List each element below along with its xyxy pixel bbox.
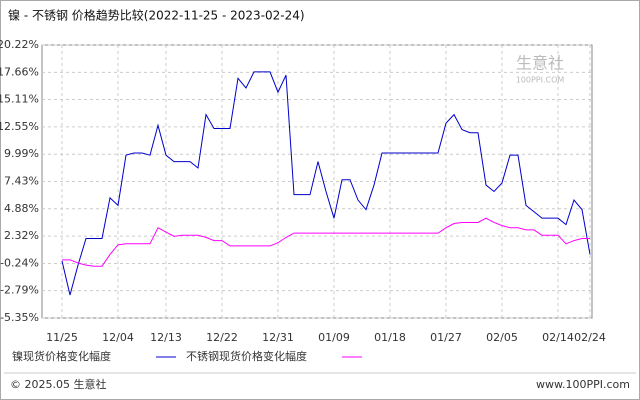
watermark: 生意社 xyxy=(516,54,564,73)
y-tick-label: 12.55% xyxy=(0,120,39,133)
series-line xyxy=(61,71,591,296)
y-tick-label: 2.32% xyxy=(4,229,39,242)
x-tick-label: 02/05 xyxy=(486,331,518,344)
y-tick-label: -2.79% xyxy=(0,284,39,297)
x-tick-label: 01/27 xyxy=(430,331,462,344)
x-tick-label: 01/18 xyxy=(374,331,406,344)
series-line xyxy=(62,217,590,267)
y-tick-label: 17.66% xyxy=(0,65,39,78)
y-tick-label: 7.43% xyxy=(4,175,39,188)
x-tick-label: 12/13 xyxy=(150,331,182,344)
chart-title: 镍 - 不锈钢 价格趋势比较(2022-11-25 - 2023-02-24) xyxy=(8,8,305,23)
x-tick-label: 12/04 xyxy=(102,331,134,344)
legend: 镍现货价格变化幅度 不锈钢现货价格变化幅度 xyxy=(12,349,362,363)
watermark-sub: 100PPI.COM xyxy=(516,76,565,85)
x-tick-label: 02/14 xyxy=(542,331,574,344)
y-tick-label: 15.11% xyxy=(0,93,39,106)
plot-area xyxy=(41,44,593,319)
x-tick-label: 02/24 xyxy=(574,331,606,344)
footer-right: www.100PPI.com xyxy=(536,378,630,391)
y-tick-label: 9.99% xyxy=(4,147,39,160)
y-tick-label: -5.35% xyxy=(0,311,39,324)
x-tick-label: 12/31 xyxy=(262,331,294,344)
legend-label: 不锈钢现货价格变化幅度 xyxy=(186,349,307,363)
x-tick-label: 11/25 xyxy=(46,331,78,344)
legend-label: 镍现货价格变化幅度 xyxy=(12,349,111,363)
y-tick-label: -0.24% xyxy=(0,256,39,269)
x-tick-label: 12/22 xyxy=(206,331,238,344)
y-tick-label: 20.22% xyxy=(0,38,39,51)
footer-left: © 2025.05 生意社 xyxy=(10,377,106,391)
y-tick-label: 4.88% xyxy=(4,202,39,215)
x-tick-label: 01/09 xyxy=(318,331,350,344)
